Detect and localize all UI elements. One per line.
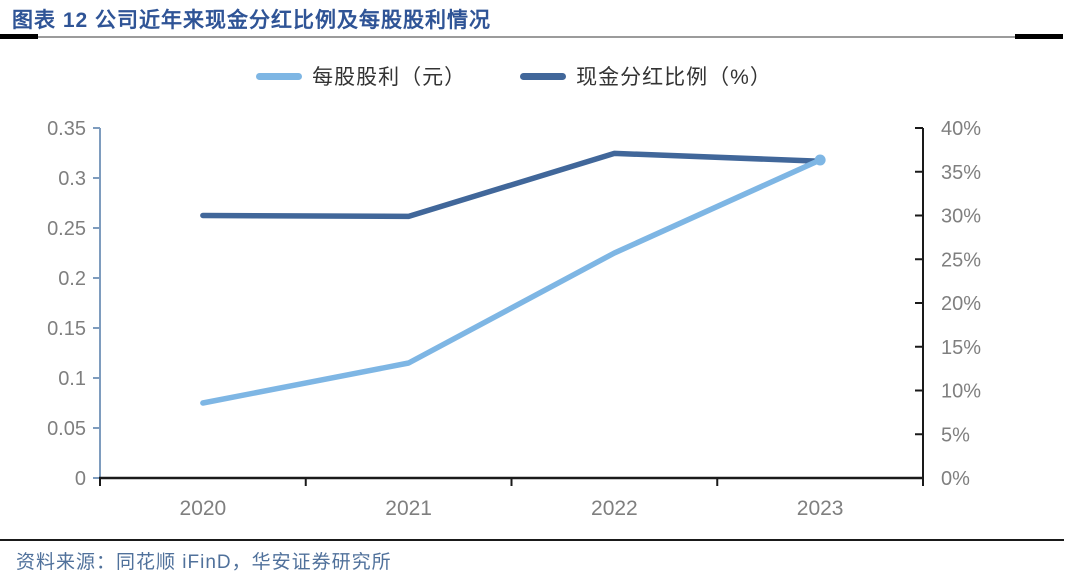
right-axis-tick-label: 5% [941, 424, 970, 446]
x-axis-tick-label: 2020 [180, 497, 227, 520]
right-axis-tick-label: 35% [941, 162, 981, 184]
legend-label-ratio: 现金分红比例（%） [576, 66, 772, 89]
title-rule-right-cap [1015, 34, 1063, 39]
left-axis-tick-label: 0.3 [58, 168, 86, 190]
left-axis-tick-label: 0.25 [47, 218, 86, 240]
right-axis-tick-label: 0% [941, 468, 970, 490]
x-axis-tick-label: 2023 [797, 497, 844, 520]
series-line-dividend [200, 157, 823, 406]
series-end-marker [814, 154, 826, 166]
right-axis-tick-label: 40% [941, 118, 981, 140]
title-rule [0, 36, 1063, 38]
legend: 每股股利（元） 现金分红比例（%） [0, 61, 1080, 91]
left-axis-tick-label: 0.2 [58, 268, 86, 290]
left-axis-tick-label: 0.1 [58, 368, 86, 390]
title-rule-left-cap [0, 34, 38, 39]
left-axis-tick-label: 0.05 [47, 418, 86, 440]
left-axis-tick-label: 0 [75, 468, 86, 490]
right-axis-tick-label: 30% [941, 206, 981, 228]
x-axis-tick-label: 2021 [385, 497, 432, 520]
legend-line-swatch-ratio [520, 72, 567, 80]
left-axis-tick-label: 0.35 [47, 118, 86, 140]
right-axis-tick-label: 25% [941, 249, 981, 271]
series-line-ratio [200, 150, 823, 220]
left-axis-tick-label: 0.15 [47, 318, 86, 340]
chart-title: 图表 12 公司近年来现金分红比例及每股股利情况 [12, 9, 492, 32]
right-axis-tick-label: 15% [941, 337, 981, 359]
right-axis-tick-label: 10% [941, 381, 981, 403]
legend-line-swatch-dividend [256, 72, 303, 80]
right-axis-tick-label: 20% [941, 293, 981, 315]
legend-label-dividend: 每股股利（元） [312, 66, 467, 89]
footer-rule [0, 539, 1064, 541]
legend-item-ratio: 现金分红比例（%） [520, 61, 772, 91]
source-note: 资料来源：同花顺 iFinD，华安证券研究所 [16, 552, 392, 573]
x-axis-tick-label: 2022 [591, 497, 638, 520]
legend-item-dividend: 每股股利（元） [256, 61, 466, 91]
